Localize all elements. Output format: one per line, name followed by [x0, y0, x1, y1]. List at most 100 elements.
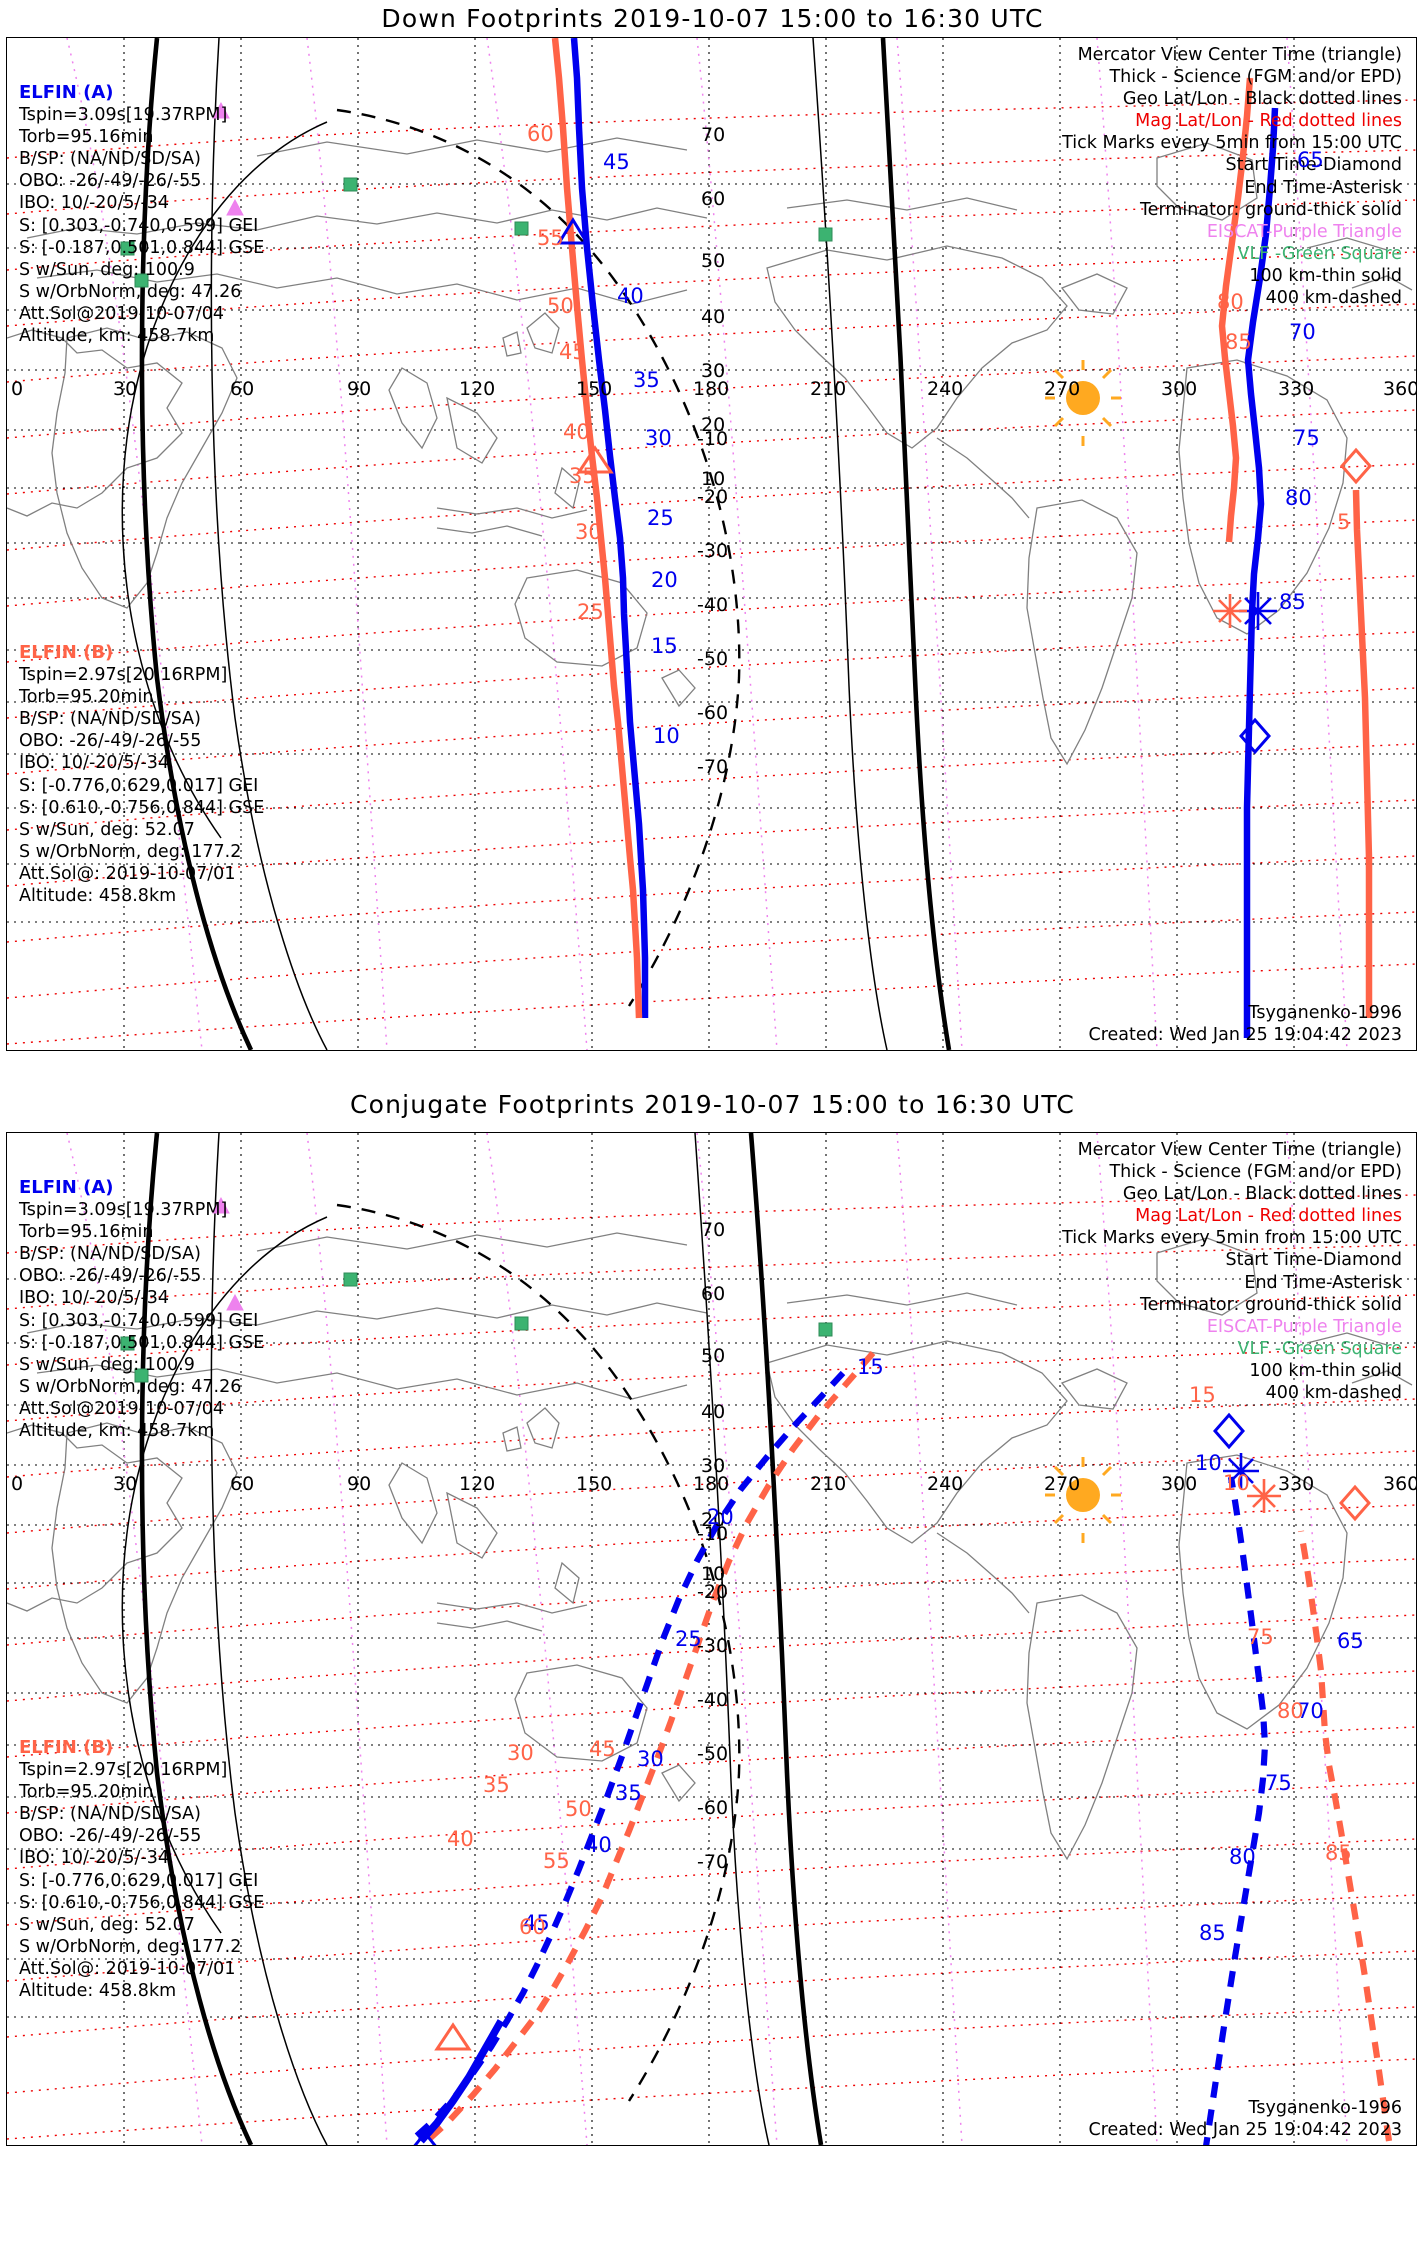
- elfin-b-center-triangle: [434, 2022, 472, 2051]
- panel-title-conjugate: Conjugate Footprints 2019-10-07 15:00 to…: [349, 1090, 1076, 1119]
- ytick-m10: -10: [697, 428, 729, 450]
- terminator-thick-left: [139, 38, 254, 1050]
- info-line: Att.Sol@: 2019-10-07/01: [19, 1958, 236, 1979]
- ytick-30: 30: [701, 1455, 726, 1477]
- elfin-a-tick-label: 10: [653, 724, 680, 748]
- terminator-thick-right: [880, 38, 952, 1050]
- legend-line: Start Time-Diamond: [1225, 155, 1402, 176]
- info-line: OBO: -26/-49/-26/-55: [19, 171, 202, 192]
- created-timestamp: Created: Wed Jan 25 19:04:42 2023: [1088, 1024, 1403, 1045]
- ytick-m60: -60: [697, 1797, 729, 1819]
- elfin-b-start-diamond: [1340, 447, 1372, 485]
- eiscat-triangle-1: [212, 101, 230, 119]
- vlf-square-5: [818, 227, 833, 242]
- auroral-thin-left: [121, 121, 328, 839]
- xtick-0: 0: [11, 1473, 24, 1495]
- elfin-a-tick-label: 70: [1289, 320, 1316, 344]
- legend-line: Start Time-Diamond: [1225, 1250, 1402, 1271]
- elfin-a-tick-label: 85: [1279, 590, 1306, 614]
- elfin-a-tick-label: 80: [1285, 486, 1312, 510]
- ytick-m50: -50: [697, 648, 729, 670]
- xtick-150: 150: [576, 378, 613, 400]
- vlf-square-2: [134, 273, 149, 288]
- ytick-m20: -20: [697, 486, 729, 508]
- ytick-m70: -70: [697, 756, 729, 778]
- ytick-60: 60: [701, 1283, 726, 1305]
- legend-line: Terminator: ground-thick solid: [1139, 199, 1402, 220]
- info-line: S: [-0.776,0.629,0.017] GEI: [19, 1870, 259, 1891]
- info-line: Tspin=2.97s[20.16RPM]: [19, 1760, 228, 1781]
- elfin-b-tick-label-conj: 60: [519, 1915, 546, 1939]
- elfin-a-tick-label-conj: 70: [1297, 1699, 1324, 1723]
- elfin-a-science-segment-conjugate: [418, 2019, 505, 2144]
- legend-line: 100 km-thin solid: [1249, 1360, 1402, 1381]
- ytick-20: 20: [701, 1509, 726, 1531]
- elfin-b-end-asterisk: [1213, 594, 1247, 628]
- ytick-70: 70: [701, 1219, 726, 1241]
- elfin-a-tick-label: 20: [651, 568, 678, 592]
- model-credit: Tsyganenko-1996: [1248, 1002, 1402, 1023]
- vlf-square-5: [818, 1322, 833, 1337]
- created-timestamp: Created: Wed Jan 25 19:04:42 2023: [1088, 2119, 1403, 2140]
- elfin-b-label: ELFIN (B): [19, 1737, 114, 1758]
- xtick-210: 210: [810, 378, 847, 400]
- elfin-b-tick-label: 40: [563, 420, 590, 444]
- elfin-a-tick-label-conj: 10: [1195, 1451, 1222, 1475]
- xtick-210: 210: [810, 1473, 847, 1495]
- elfin-b-label: ELFIN (B): [19, 642, 114, 663]
- vlf-square-4: [514, 1316, 529, 1331]
- altitude-400km-dashed: [336, 1203, 741, 2102]
- info-line: S: [-0.187,0.501,0.844] GSE: [19, 237, 265, 258]
- elfin-a-tick-label: 65: [1297, 148, 1324, 172]
- altitude-100km-right: [694, 1133, 770, 2145]
- ytick-m10: -10: [697, 1523, 729, 1545]
- ytick-m40: -40: [697, 594, 729, 616]
- elfin-a-track-conjugate: [408, 1370, 846, 2144]
- elfin-b-track-conjugate-right: [1297, 1530, 1393, 2142]
- info-line: Torb=95.20min: [19, 687, 154, 708]
- legend-line-mag: Mag Lat/Lon - Red dotted lines: [1135, 111, 1402, 132]
- elfin-b-tick-label: 35: [569, 464, 596, 488]
- elfin-b-tick-label: 45: [559, 340, 586, 364]
- info-line: Att.Sol@: 2019-10-07/01: [19, 863, 236, 884]
- altitude-100km-right: [812, 38, 888, 1050]
- legend-line-vlf: VLF -Green Square: [1237, 1338, 1402, 1359]
- xtick-30: 30: [113, 378, 138, 400]
- map-frame-down: ELFIN (A) Tspin=3.09s[19.37RPM] Torb=95.…: [6, 37, 1417, 1051]
- ytick-20: 20: [701, 414, 726, 436]
- xtick-300: 300: [1161, 378, 1198, 400]
- xtick-270: 270: [1044, 378, 1081, 400]
- legend-line: Geo Lat/Lon - Black dotted lines: [1122, 89, 1402, 110]
- legend-line: Terminator: ground-thick solid: [1139, 1294, 1402, 1315]
- elfin-a-start-diamond: [1213, 1412, 1245, 1450]
- ytick-m50: -50: [697, 1743, 729, 1765]
- ytick-30: 30: [701, 360, 726, 382]
- xtick-0: 0: [11, 378, 24, 400]
- elfin-b-tick-label-conj: 35: [483, 1773, 510, 1797]
- elfin-a-track-down-right: [1243, 107, 1279, 1038]
- legend-line: Mercator View Center Time (triangle): [1077, 45, 1402, 65]
- elfin-a-tick-label-conj: 85: [1199, 1921, 1226, 1945]
- ytick-40: 40: [701, 306, 726, 328]
- info-line: Torb=95.16min: [19, 127, 154, 148]
- elfin-a-tick-label-conj: 15: [857, 1355, 884, 1379]
- info-line: IBO: 10/-20/5/-34: [19, 1288, 170, 1309]
- elfin-a-tick-label: 75: [1293, 426, 1320, 450]
- xtick-90: 90: [347, 1473, 372, 1495]
- elfin-b-center-triangle: [576, 445, 614, 474]
- info-line: S: [-0.187,0.501,0.844] GSE: [19, 1332, 265, 1353]
- elfin-b-info-block-down: ELFIN (B) Tspin=2.97s[20.16RPM] Torb=95.…: [19, 642, 264, 907]
- elfin-b-tick-label: 30: [575, 520, 602, 544]
- elfin-b-tick-label: 25: [577, 600, 604, 624]
- ytick-10: 10: [701, 1563, 726, 1585]
- elfin-b-tick-label: 80: [1217, 290, 1244, 314]
- xtick-360: 360: [1383, 1473, 1417, 1495]
- legend-line-eiscat: EISCAT-Purple Triangle: [1206, 1316, 1402, 1337]
- credit-block-down: Tsyganenko-1996 Created: Wed Jan 25 19:0…: [1089, 1002, 1403, 1046]
- info-line: B/SP: (NA/ND/SD/SA): [19, 1804, 201, 1825]
- info-line: IBO: 10/-20/5/-34: [19, 193, 170, 214]
- elfin-a-tick-label-conj: 40: [585, 1833, 612, 1857]
- model-credit: Tsyganenko-1996: [1248, 2097, 1402, 2118]
- elfin-a-center-triangle: [556, 217, 590, 245]
